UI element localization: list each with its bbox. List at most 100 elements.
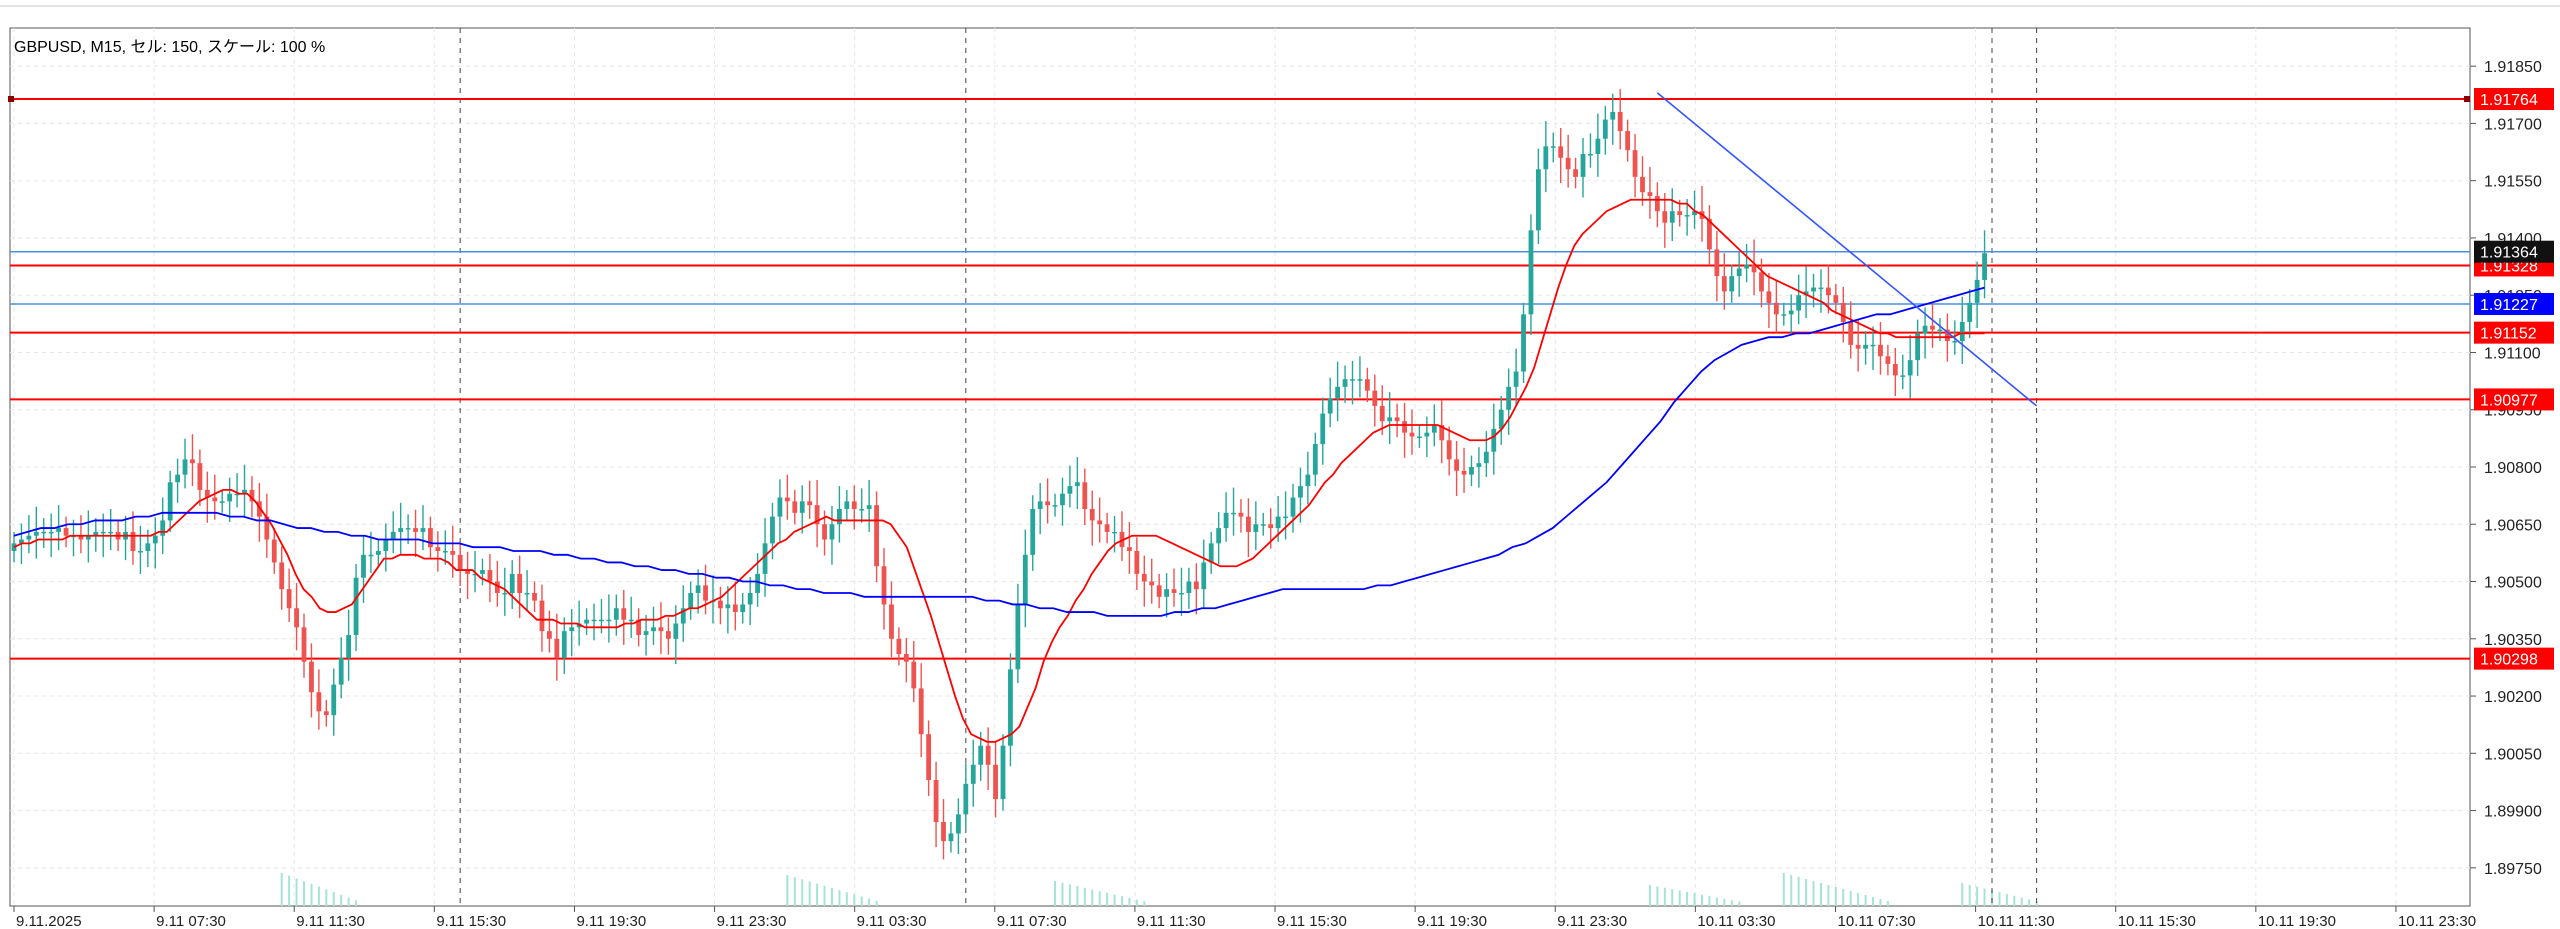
candle-body [286,589,292,609]
candle-body [242,489,247,494]
candle-body [1476,463,1482,467]
candle-body [1342,379,1348,387]
volume-bar [816,883,819,906]
candle-body [807,501,813,506]
volume-bar [808,881,811,906]
volume-bar [868,898,871,906]
volume-bar [1663,887,1666,906]
candle-body [48,531,54,534]
candle-body [1008,669,1013,746]
candle-body [1625,131,1631,151]
candle-body [1015,604,1021,670]
volume-bar [1872,897,1875,906]
x-tick-label: 10.11 15:30 [2118,913,2196,929]
candle-body [665,631,671,639]
candle-body [889,604,894,639]
y-tick-label: 1.91850 [2484,59,2542,76]
candle-body [651,627,656,632]
candles [11,89,1987,860]
candle-body [1826,287,1831,296]
candle-body [703,585,708,601]
symbol-info: GBPUSD, M15, セル: 150, スケール: 100 % [14,38,325,56]
candle-body [1186,581,1192,593]
candle-body [621,608,627,620]
candle-body [1588,153,1593,156]
candle-body [1803,291,1809,296]
x-tick-label: 9.11 11:30 [296,913,365,929]
candle-body [182,459,188,475]
candle-body [1922,325,1928,334]
volume-bar [1700,894,1703,906]
candle-body [1528,230,1534,315]
volume-bar [2020,897,2023,906]
volume-bar [2013,895,2016,906]
candle-body [1290,497,1296,517]
candle-body [777,497,783,517]
candle-body [1238,512,1244,517]
candle-body [480,570,485,574]
candle-body [1469,467,1474,475]
candle-body [963,783,969,815]
volume-bar [845,892,848,906]
volume-bar [1976,886,1979,906]
volume-bar [1968,884,1971,906]
candle-body [1573,169,1578,177]
volume-bar [1961,883,1964,906]
candle-body [502,592,508,595]
candle-body [219,501,225,503]
candle-body [1863,344,1868,349]
horizontal-levels[interactable] [8,96,2470,660]
x-tick-label: 9.11 03:30 [857,913,927,929]
price-axis[interactable]: 1.918501.917001.915501.914001.912501.911… [2470,59,2554,878]
candle-body [175,474,180,483]
x-tick-label: 9.11 15:30 [1277,913,1347,929]
candle-body [63,528,69,536]
volume-bar [325,889,328,906]
candle-body [1000,745,1006,800]
candle-body [1364,379,1370,391]
candle-body [606,619,612,622]
volume-bar [1648,885,1651,906]
volume-bar [1827,885,1830,906]
candle-body [212,497,218,502]
candle-body [1089,508,1095,521]
level-price-tag: 1.90977 [2480,392,2538,409]
candle-body [1298,486,1303,498]
candle-body [1684,215,1690,217]
candle-body [368,554,374,557]
volume-bar [310,883,313,906]
candle-body [1409,432,1415,437]
volume-bar [295,878,298,906]
level-price-tag-bg [2474,647,2554,670]
candle-body [33,531,39,536]
candle-body [346,634,352,658]
candle-body [911,661,917,689]
y-tick-label: 1.90200 [2484,689,2542,706]
volume-bar [1723,898,1726,906]
candle-body [1744,264,1750,269]
candle-body [948,833,954,842]
candle-body [1915,333,1921,361]
volume-bar [1678,890,1681,906]
candle-body [1610,111,1616,120]
candle-body [197,463,203,490]
candle-body [1498,409,1504,429]
candle-body [1818,287,1824,290]
trendline[interactable] [1656,92,2038,407]
candle-body [1372,390,1378,406]
y-tick-label: 1.90800 [2484,460,2542,477]
time-axis[interactable]: 9.11.2025 9.11 07:30 9.11 11:30 9.11 15:30 9… [13,906,2476,929]
candle-body [584,619,589,624]
candle-body [338,657,344,685]
candle-body [799,501,805,513]
candle-body [903,654,909,662]
candle-body [1327,398,1333,414]
candle-body [718,600,723,609]
candle-body [190,459,195,464]
candle-body [1900,375,1906,377]
candle-body [881,566,887,605]
candle-body [1305,474,1311,487]
candle-body [256,501,262,517]
candle-body [1483,451,1489,464]
